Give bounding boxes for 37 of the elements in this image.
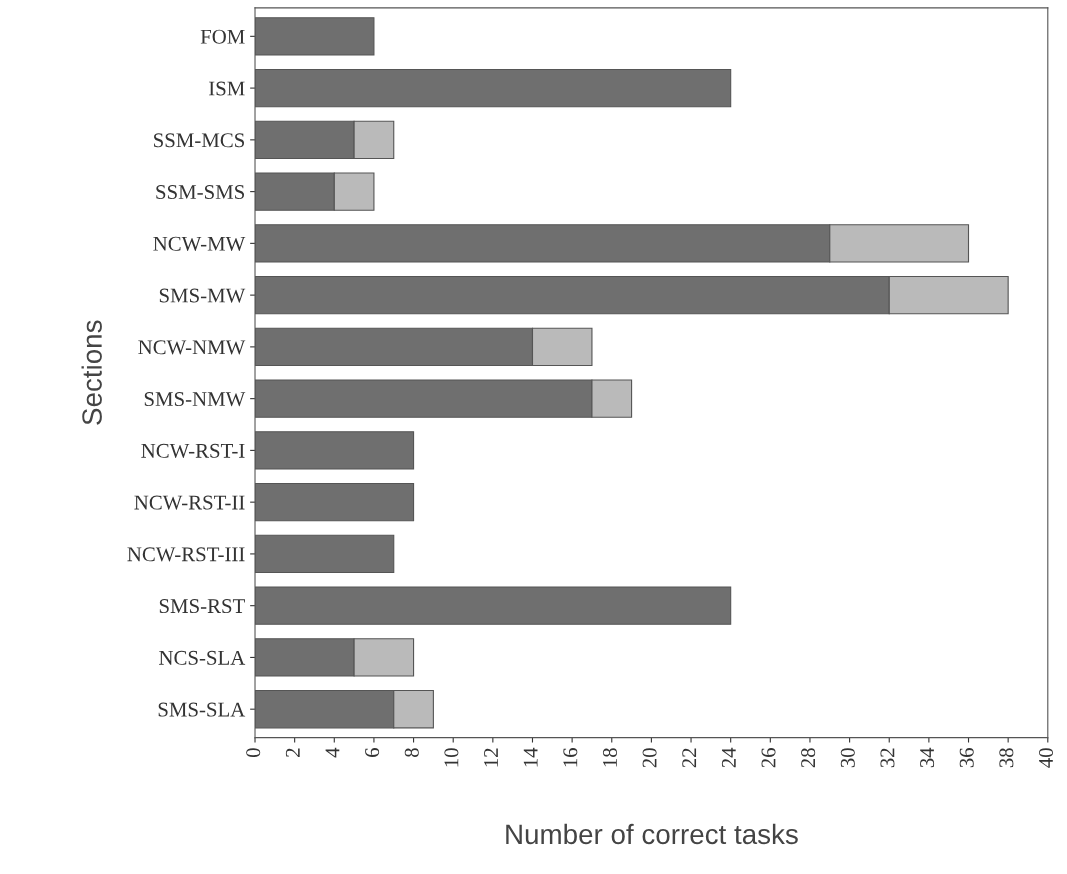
x-tick-label: 4 <box>325 747 340 758</box>
x-tick-label: 38 <box>999 748 1014 768</box>
x-tick-label: 12 <box>484 748 498 767</box>
y-tick-label: SMS-MW <box>159 288 246 303</box>
y-tick-label: NCW-NMW <box>138 340 246 355</box>
y-tick-label: ISM <box>209 81 245 96</box>
x-tick-label: 2 <box>285 748 300 757</box>
x-tick-label: 18 <box>602 748 617 767</box>
y-tick-label: NCS-SLA <box>159 650 246 665</box>
x-tick-label: 6 <box>365 748 380 757</box>
x-axis-title: Number of correct tasks <box>506 823 798 845</box>
y-tick-label: SMS-SLA <box>158 702 246 717</box>
x-tick-label: 16 <box>563 748 578 767</box>
x-tick-label: 30 <box>840 748 855 768</box>
x-tick-label: 0 <box>246 748 261 757</box>
y-tick-label: FOM <box>200 29 245 44</box>
x-tick-label: 28 <box>801 748 816 768</box>
x-tick-label: 8 <box>404 748 419 757</box>
x-tick-label: 14 <box>523 747 538 767</box>
x-tick-label: 36 <box>959 748 974 768</box>
y-tick-label: NCW-RST-II <box>134 495 245 510</box>
x-tick-label: 40 <box>1038 748 1054 768</box>
x-tick-label: 26 <box>761 748 776 768</box>
y-tick-label: SMS-NMW <box>144 392 246 407</box>
y-tick-label: SMS-RST <box>159 599 245 614</box>
x-tick-label: 20 <box>642 748 657 768</box>
y-tick-label: SSM-SMS <box>156 185 244 200</box>
y-axis-title: Sections <box>81 320 102 425</box>
x-tick-label: 24 <box>721 747 736 768</box>
x-tick-label: 22 <box>682 748 697 768</box>
y-tick-label: NCW-RST-I <box>141 443 245 458</box>
x-tick-label: 32 <box>880 748 895 768</box>
x-tick-label: 10 <box>444 748 459 767</box>
y-tick-label: NCW-RST-III <box>127 547 245 562</box>
y-tick-label: SSM-MCS <box>154 133 244 148</box>
x-tick-label: 34 <box>920 747 935 768</box>
y-tick-label: NCW-MW <box>153 236 246 251</box>
